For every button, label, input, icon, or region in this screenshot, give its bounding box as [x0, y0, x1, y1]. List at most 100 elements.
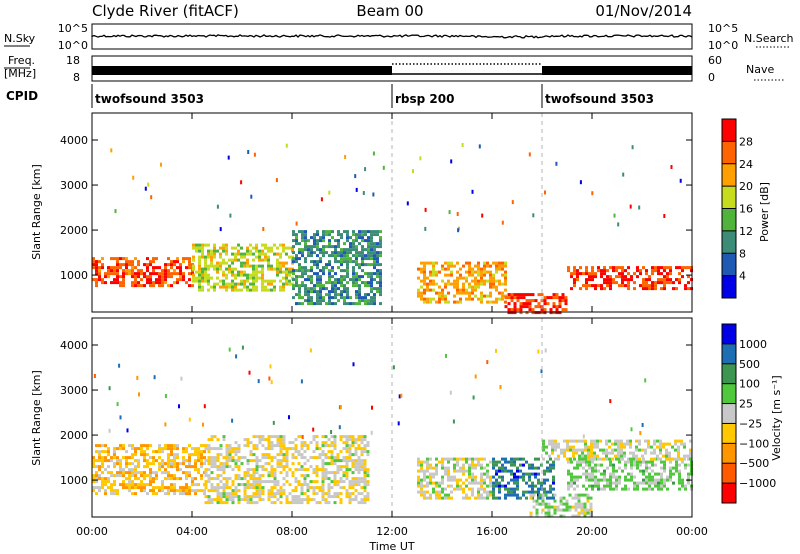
colorbar-swatch [722, 208, 736, 231]
data-cell-r1 [216, 276, 219, 280]
data-cell-r2 [438, 496, 441, 500]
data-cell-r6 [572, 445, 575, 449]
data-cell-r1 [225, 483, 229, 487]
data-cell-r2 [301, 269, 304, 273]
data-cell-r2 [456, 463, 459, 467]
data-cell-r2 [367, 254, 370, 258]
data-cell-r5 [591, 466, 594, 470]
data-cell-r0 [104, 450, 107, 454]
data-cell-r0 [113, 447, 116, 451]
data-cell-r1 [285, 501, 289, 505]
data-cell-r2 [322, 245, 325, 249]
data-cell-r1 [195, 279, 198, 283]
data-cell-r2 [477, 460, 480, 464]
data-cell-r2 [364, 293, 367, 297]
data-cell-r2 [474, 466, 477, 470]
data-cell-r5 [573, 457, 576, 461]
data-cell-r5 [624, 466, 627, 470]
data-cell-r6 [587, 454, 590, 458]
data-cell-r1 [195, 246, 198, 250]
data-cell-r1 [249, 501, 253, 505]
data-cell-r6 [614, 448, 617, 452]
data-cell-r5 [576, 463, 579, 467]
data-cell-r1 [264, 258, 267, 262]
data-cell-sparse [450, 159, 453, 164]
data-cell-r2 [313, 290, 316, 294]
data-cell-r1 [366, 444, 370, 448]
data-cell-r5 [627, 266, 630, 270]
cpid-label: CPID [6, 89, 38, 103]
data-cell-r1 [243, 264, 246, 268]
data-cell-r0 [137, 281, 140, 285]
data-cell-r3 [492, 460, 495, 464]
data-cell-r1 [216, 270, 219, 274]
data-cell-r1 [303, 456, 307, 460]
data-cell-r4 [574, 508, 578, 512]
data-cell-r6 [593, 457, 596, 461]
data-cell-r1 [222, 495, 226, 499]
data-cell-r3 [423, 279, 426, 283]
data-cell-r0 [92, 474, 95, 478]
data-cell-r1 [264, 246, 267, 250]
data-cell-r2 [346, 236, 349, 240]
data-cell-r0 [107, 275, 110, 279]
data-cell-r2 [304, 293, 307, 297]
data-cell-r1 [225, 267, 228, 271]
data-cell-r1 [204, 273, 207, 277]
data-cell-r3 [450, 282, 453, 286]
data-cell-r0 [152, 272, 155, 276]
data-cell-r0 [194, 483, 197, 487]
data-cell-r1 [285, 273, 288, 277]
data-cell-r2 [301, 254, 304, 258]
data-cell-r1 [225, 285, 228, 289]
data-cell-r1 [234, 267, 237, 271]
colorbar-swatch [722, 163, 736, 187]
data-cell-r3 [450, 264, 453, 268]
data-cell-sparse [372, 151, 375, 156]
data-cell-r2 [316, 230, 319, 234]
data-cell-r0 [92, 263, 95, 267]
data-cell-r3 [468, 273, 471, 277]
data-cell-r1 [219, 462, 223, 466]
data-cell-r0 [122, 275, 125, 279]
data-cell-r1 [246, 258, 249, 262]
data-cell-r1 [207, 288, 210, 292]
data-cell-r0 [116, 471, 119, 475]
data-cell-sparse [203, 404, 206, 409]
data-cell-r1 [225, 495, 229, 499]
data-cell-r1 [348, 459, 352, 463]
data-cell-r2 [310, 290, 313, 294]
data-cell-r2 [438, 484, 441, 488]
data-cell-r2 [343, 296, 346, 300]
data-cell-r3 [432, 267, 435, 271]
data-cell-r1 [276, 246, 279, 250]
data-cell-r6 [548, 442, 551, 446]
data-cell-r4 [522, 296, 526, 300]
data-cell-r1 [201, 249, 204, 253]
data-cell-r1 [252, 252, 255, 256]
data-cell-r1 [255, 435, 259, 439]
data-cell-r2 [486, 469, 489, 473]
data-cell-r1 [213, 243, 216, 247]
data-cell-sparse [241, 345, 244, 350]
data-cell-r5 [579, 460, 582, 464]
data-cell-r1 [354, 441, 358, 445]
data-cell-r0 [164, 272, 167, 276]
data-cell-r2 [379, 278, 382, 282]
data-cell-r1 [213, 498, 217, 502]
data-cell-r3 [423, 282, 426, 286]
data-cell-r5 [600, 478, 603, 482]
data-cell-r0 [134, 486, 137, 490]
data-cell-r3 [501, 267, 504, 271]
data-cell-r1 [357, 438, 361, 442]
data-cell-r6 [638, 442, 641, 446]
data-cell-r5 [633, 487, 636, 491]
data-cell-r3 [516, 484, 519, 488]
data-cell-r1 [249, 495, 253, 499]
data-cell-r1 [237, 465, 241, 469]
data-cell-r1 [213, 255, 216, 259]
data-cell-r2 [304, 299, 307, 303]
data-cell-r2 [328, 275, 331, 279]
data-cell-r3 [468, 294, 471, 298]
